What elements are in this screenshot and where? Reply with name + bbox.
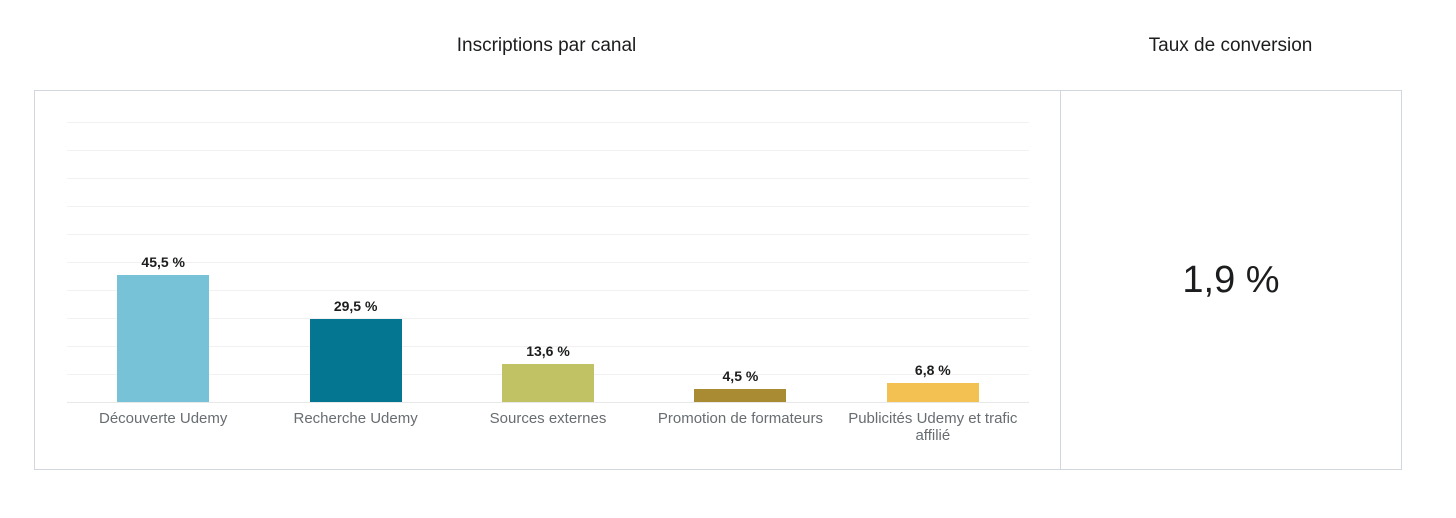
- enrollment-title-cell: Inscriptions par canal: [34, 34, 1059, 58]
- bar-value-label: 13,6 %: [526, 342, 570, 359]
- bar-slot: 4,5 %: [644, 122, 836, 402]
- gridline: [67, 234, 1029, 235]
- enrollment-chart-title: Inscriptions par canal: [456, 35, 637, 56]
- gridline: [67, 262, 1029, 263]
- category-labels: Découverte Udemy Recherche Udemy Sources e…: [67, 410, 1029, 444]
- metrics-panel: 45,5 % 29,5 % 13,6 % 4,5 % 6,8 % Découverte …: [34, 90, 1402, 470]
- enrollment-bar-chart: 45,5 % 29,5 % 13,6 % 4,5 % 6,8 % Découverte …: [35, 91, 1060, 469]
- conversion-rate-title: Taux de conversion: [1148, 35, 1313, 56]
- titles-row: Inscriptions par canal Taux de conversio…: [34, 0, 1402, 58]
- category-label: Découverte Udemy: [99, 410, 228, 427]
- category-label: Recherche Udemy: [293, 410, 418, 427]
- gridline: [67, 318, 1029, 319]
- gridline: [67, 206, 1029, 207]
- plot-area: 45,5 % 29,5 % 13,6 % 4,5 % 6,8 %: [67, 122, 1029, 403]
- bar: [117, 274, 210, 402]
- bar-value-label: 4,5 %: [722, 368, 759, 385]
- bar-slot: 13,6 %: [452, 122, 644, 402]
- gridline: [67, 346, 1029, 347]
- bar: [886, 382, 979, 402]
- bar: [502, 363, 595, 402]
- conversion-title-cell: Taux de conversion: [1059, 34, 1402, 58]
- gridline: [67, 290, 1029, 291]
- bar: [694, 389, 787, 402]
- gridline: [67, 178, 1029, 179]
- bar: [309, 319, 402, 402]
- bar-slots: 45,5 % 29,5 % 13,6 % 4,5 % 6,8 %: [67, 122, 1029, 402]
- bar-slot: 45,5 %: [67, 122, 259, 402]
- bar-value-label: 6,8 %: [914, 361, 951, 378]
- bar-value-label: 45,5 %: [141, 253, 185, 270]
- gridline: [67, 150, 1029, 151]
- category-label: Sources externes: [489, 410, 607, 427]
- charts-wrapper: Inscriptions par canal Taux de conversio…: [34, 0, 1402, 470]
- category-label: Publicités Udemy et trafic affilié: [848, 410, 1018, 444]
- conversion-rate-panel: 1,9 %: [1060, 91, 1401, 469]
- category-label: Promotion de formateurs: [657, 410, 823, 427]
- bar-value-label: 29,5 %: [333, 298, 378, 315]
- conversion-rate-value: 1,9 %: [1182, 259, 1280, 301]
- bar-slot: 6,8 %: [837, 122, 1029, 402]
- bar-slot: 29,5 %: [259, 122, 451, 402]
- gridline: [67, 122, 1029, 123]
